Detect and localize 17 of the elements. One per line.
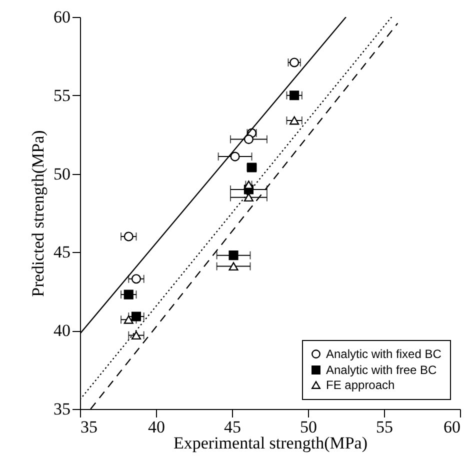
legend-label: Analytic with fixed BC	[326, 347, 442, 361]
y-tick-label: 45	[54, 242, 70, 262]
x-tick-label: 55	[376, 418, 393, 436]
y-tick-label: 40	[54, 321, 70, 340]
y-axis-title: Predicted strength(MPa)	[28, 130, 48, 297]
x-tick-label: 35	[80, 418, 98, 436]
y-tick-label: 35	[54, 400, 70, 418]
legend-label: FE approach	[326, 378, 395, 392]
x-tick-label: 60	[444, 418, 460, 436]
x-tick-label: 50	[300, 418, 317, 436]
legend-label: Analytic with free BC	[326, 363, 438, 377]
y-tick-label: 50	[54, 164, 70, 184]
x-tick-label: 40	[148, 418, 165, 436]
x-axis-title: Experimental strength(MPa)	[173, 434, 368, 452]
x-tick-label: 45	[224, 418, 241, 436]
y-tick-label: 60	[54, 8, 70, 26]
y-tick-label: 55	[54, 86, 70, 105]
